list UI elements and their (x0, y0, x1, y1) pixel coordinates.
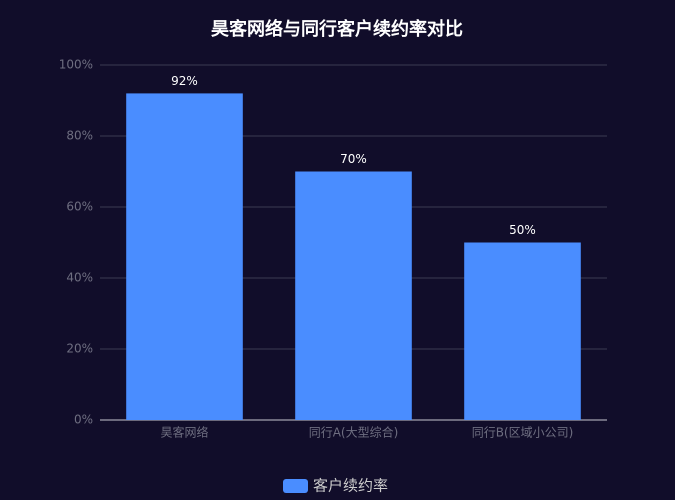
bar (126, 93, 243, 421)
y-tick-label: 100% (59, 58, 93, 72)
y-tick-label: 20% (66, 342, 93, 356)
data-label: 92% (171, 74, 198, 88)
y-tick-label: 60% (66, 200, 93, 214)
legend-label[interactable]: 客户续约率 (313, 477, 388, 495)
x-tick-label: 同行A(大型综合) (309, 425, 399, 440)
data-label: 50% (509, 223, 536, 237)
data-label: 70% (340, 152, 367, 166)
x-tick-label: 同行B(区域小公司) (472, 426, 574, 440)
y-tick-label: 40% (66, 271, 93, 285)
legend-swatch[interactable] (283, 479, 308, 493)
bar (464, 242, 581, 420)
y-tick-label: 0% (74, 413, 93, 427)
x-tick-label: 昊客网络 (160, 425, 208, 440)
bar (295, 171, 412, 420)
y-tick-label: 80% (66, 129, 93, 143)
chart-title: 昊客网络与同行客户续约率对比 (211, 18, 463, 40)
